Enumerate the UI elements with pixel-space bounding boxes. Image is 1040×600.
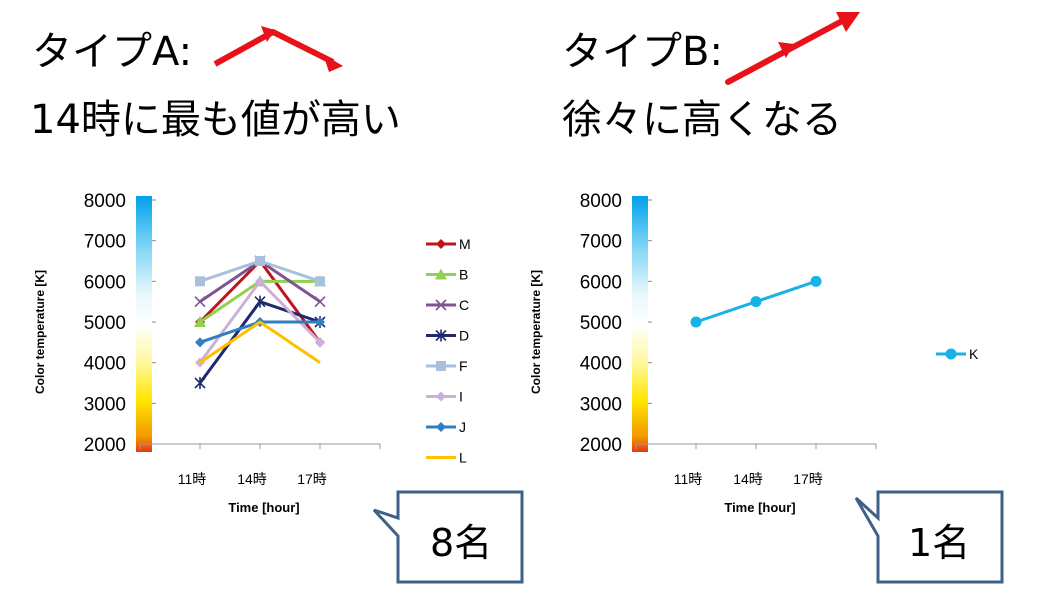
y-tick-label: 3000 (84, 394, 126, 415)
legend-label: F (459, 358, 468, 374)
type-a-description: 14時に最も値が高い (30, 97, 401, 143)
y-tick-label: 8000 (84, 191, 126, 212)
data-point-D (194, 377, 206, 389)
type-b-arrow-head-1 (778, 42, 794, 58)
y-axis-title: Color temperature [K] (529, 270, 543, 394)
y-tick-label: 7000 (84, 232, 126, 253)
legend-label: J (459, 419, 466, 435)
y-tick-label: 2000 (84, 435, 126, 456)
legend-label: D (459, 328, 469, 344)
type-a-count-callout: 8名 (370, 488, 530, 588)
type-b-count: 1名 (908, 521, 971, 565)
type-b-label: タイプB: (562, 29, 723, 75)
data-point-K (810, 275, 822, 287)
legend-label: K (969, 346, 979, 362)
legend-item-J: J (426, 419, 466, 435)
legend-item-K: K (936, 346, 979, 362)
data-point-K (690, 316, 702, 328)
type-b-chart: 2000 3000 4000 5000 6000 7000 8000 11時 14時 17時 Tim… (529, 191, 979, 515)
data-point-C (314, 296, 326, 308)
y-tick-label: 2000 (580, 435, 622, 456)
legend-marker (436, 239, 446, 249)
legend-item-B: B (426, 267, 468, 283)
y-tick-label: 5000 (580, 313, 622, 334)
type-b-trend-arrow-icon (725, 12, 860, 85)
legend-marker (436, 361, 446, 371)
data-point-F (315, 276, 325, 287)
y-axis-title: Color temperature [K] (33, 270, 47, 394)
type-b-count-callout: 1名 (852, 488, 1012, 588)
data-point-F (195, 276, 205, 287)
data-point-I (315, 337, 325, 348)
legend-marker (435, 299, 447, 311)
type-a-arrow-head-1 (261, 26, 275, 42)
legend-item-L: L (426, 450, 467, 466)
type-b-description: 徐々に高くなる (562, 97, 842, 143)
series-K (690, 275, 822, 328)
data-point-J (315, 317, 325, 327)
x-tick-label: 11時 (178, 471, 207, 487)
x-tick-label: 14時 (733, 471, 763, 487)
legend-label: M (459, 236, 471, 252)
data-point-I (255, 276, 265, 287)
x-tick-label: 11時 (674, 471, 703, 487)
y-tick-label: 3000 (580, 394, 622, 415)
type-a-label: タイプA: (32, 29, 193, 75)
data-point-F (255, 256, 265, 266)
legend-label: I (459, 389, 463, 405)
y-tick-label: 5000 (84, 313, 126, 334)
legend-label: L (459, 450, 467, 466)
type-a-chart: 2000 3000 4000 5000 6000 7000 8000 11時 14時 17時 Tim… (33, 191, 471, 515)
x-tick-label: 17時 (297, 471, 327, 487)
series-line-D (198, 300, 321, 384)
y-tick-label: 4000 (580, 354, 622, 375)
series-line-L (199, 320, 321, 364)
legend-marker (436, 391, 446, 402)
color-temperature-scale-bar (136, 196, 152, 452)
legend-item-F: F (426, 358, 468, 374)
type-a-arrow-head-2 (323, 54, 343, 72)
legend-item-D: D (426, 328, 469, 344)
data-point-J (195, 337, 205, 348)
legend-item-C: C (426, 297, 469, 313)
data-point-D (254, 295, 266, 308)
x-axis-title: Time [hour] (724, 500, 795, 515)
legend-marker (945, 348, 957, 360)
legend-label: B (459, 267, 468, 283)
legend-item-M: M (426, 236, 471, 252)
legend-marker (436, 422, 446, 432)
legend-marker (435, 268, 447, 280)
legend-item-I: I (426, 389, 463, 405)
color-temperature-scale-bar (632, 196, 648, 452)
data-point-C (194, 296, 206, 308)
y-tick-label: 6000 (580, 272, 622, 293)
data-point-K (750, 296, 762, 308)
type-a-trend-arrow-icon (213, 26, 343, 72)
series-F (195, 256, 325, 287)
type-a-count: 8名 (430, 521, 493, 565)
x-axis-title: Time [hour] (228, 500, 299, 515)
type-b-arrow-head-2 (836, 12, 860, 32)
data-point-B (194, 316, 206, 327)
series-L (199, 320, 321, 364)
type-a-arrow-shape (213, 29, 335, 67)
legend-marker (435, 329, 447, 342)
y-tick-label: 7000 (580, 232, 622, 253)
legend-label: C (459, 297, 469, 313)
x-tick-label: 14時 (237, 471, 267, 487)
y-tick-label: 4000 (84, 354, 126, 375)
y-tick-label: 6000 (84, 272, 126, 293)
x-tick-label: 17時 (793, 471, 823, 487)
y-tick-label: 8000 (580, 191, 622, 212)
